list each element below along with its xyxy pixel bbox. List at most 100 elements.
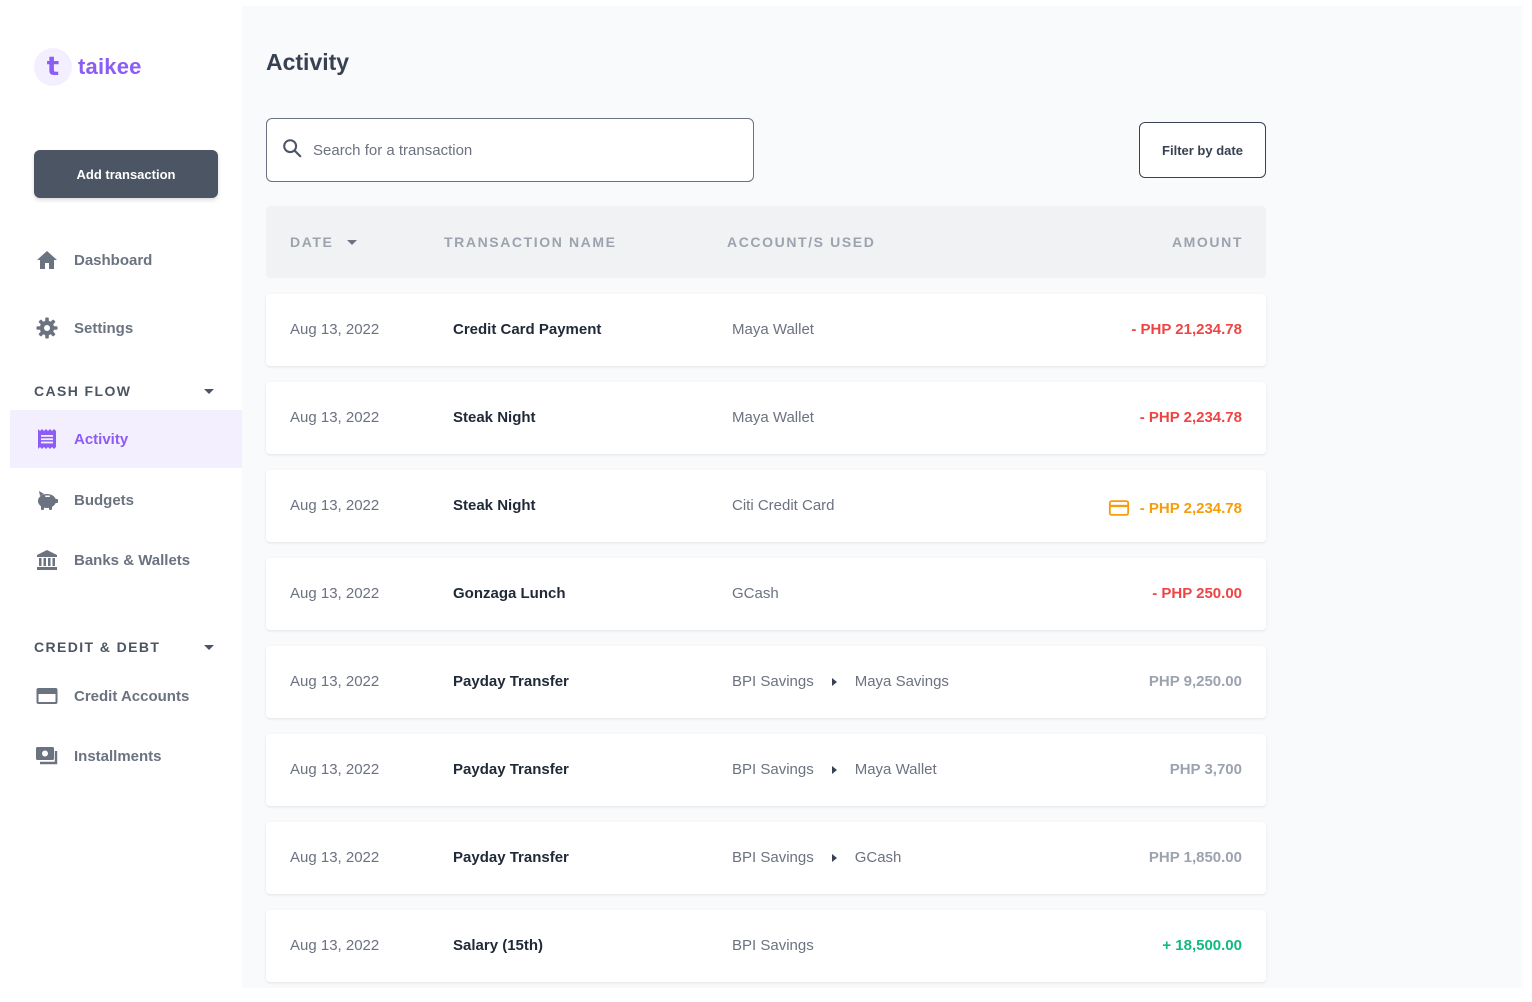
amount-value: PHP 9,250.00 (1148, 673, 1242, 690)
credit-card-icon (34, 683, 60, 709)
table-row[interactable]: Aug 13, 2022 Gonzaga Lunch GCash - PHP 250.… (266, 558, 1266, 630)
transaction-amount: - PHP 21,234.78 (1131, 321, 1242, 338)
accounts-used: BPI Savings GCash (732, 849, 901, 866)
transaction-date: Aug 13, 2022 (290, 937, 380, 954)
transaction-amount: - PHP 2,234.78 (1140, 409, 1242, 426)
amount-value: - PHP 21,234.78 (1131, 321, 1242, 338)
transaction-name: Steak Night (453, 497, 536, 514)
transaction-amount: PHP 3,700 (1170, 761, 1242, 778)
chevron-down-icon (204, 644, 214, 650)
header-name-label: TRANSACTION NAME (444, 234, 617, 250)
transaction-name: Gonzaga Lunch (453, 585, 566, 602)
account-from: BPI Savings (732, 673, 814, 690)
accounts-used: GCash (732, 585, 779, 602)
header-amount-label: AMOUNT (1171, 234, 1243, 250)
transaction-date: Aug 13, 2022 (290, 673, 380, 690)
sidebar-item-activity[interactable]: Activity (10, 410, 242, 468)
main-content: Activity Filter by date DATE TRANSACTION… (242, 6, 1522, 988)
sidebar-item-label: Installments (74, 747, 162, 765)
transaction-date: Aug 13, 2022 (290, 761, 380, 778)
piggy-bank-icon (34, 487, 60, 513)
sidebar-item-credit-accounts[interactable]: Credit Accounts (10, 667, 242, 725)
transaction-date: Aug 13, 2022 (290, 321, 380, 338)
transaction-date: Aug 13, 2022 (290, 849, 380, 866)
chevron-down-icon (204, 388, 214, 394)
transaction-date: Aug 13, 2022 (290, 585, 380, 602)
transaction-name: Steak Night (453, 409, 536, 426)
sidebar-item-budgets[interactable]: Budgets (10, 471, 242, 529)
sidebar-item-label: Budgets (74, 491, 134, 509)
accounts-used: Maya Wallet (732, 321, 814, 338)
transaction-date: Aug 13, 2022 (290, 409, 380, 426)
header-accounts-label: ACCOUNT/S USED (727, 234, 876, 250)
header-amount[interactable]: AMOUNT (1172, 234, 1243, 250)
sort-down-icon (347, 239, 358, 245)
sidebar-item-label: Activity (74, 430, 129, 448)
gear-icon (34, 315, 60, 341)
accounts-used: BPI Savings (732, 937, 814, 954)
sidebar: t taikee Add transaction Dashboard (10, 6, 242, 988)
arrow-right-icon (831, 853, 837, 862)
cash-icon (34, 743, 60, 769)
transaction-name: Salary (15th) (453, 937, 544, 954)
section-title: CASH FLOW (34, 383, 132, 399)
filter-by-date-button[interactable]: Filter by date (1139, 122, 1266, 178)
sidebar-item-label: Banks & Wallets (74, 551, 191, 569)
table-row[interactable]: Aug 13, 2022 Payday Transfer BPI Savings GC… (266, 822, 1266, 894)
account-to: GCash (854, 849, 902, 866)
account-to: Maya Savings (854, 673, 949, 690)
table-row[interactable]: Aug 13, 2022 Steak Night Maya Wallet - PHP … (266, 382, 1266, 454)
amount-value: - PHP 2,234.78 (1139, 499, 1242, 517)
amount-value: + 18,500.00 (1162, 937, 1242, 954)
add-transaction-button[interactable]: Add transaction (34, 150, 218, 198)
arrow-right-icon (831, 765, 837, 774)
header-date-label: DATE (290, 234, 334, 250)
header-transaction-name[interactable]: TRANSACTION NAME (444, 234, 617, 250)
table-header: DATE TRANSACTION NAME ACCOUNT/S USED AMO… (266, 206, 1266, 278)
transaction-amount: PHP 9,250.00 (1149, 673, 1242, 690)
credit-card-icon (1108, 497, 1130, 519)
transaction-name: Payday Transfer (453, 761, 569, 778)
search-box[interactable] (266, 118, 754, 182)
sidebar-item-label: Credit Accounts (74, 687, 190, 705)
sidebar-item-dashboard[interactable]: Dashboard (10, 231, 242, 289)
brand-name: taikee (78, 54, 142, 79)
table-row[interactable]: Aug 13, 2022 Salary (15th) BPI Savings + 18… (266, 910, 1266, 982)
table-row[interactable]: Aug 13, 2022 Payday Transfer BPI Savings Ma… (266, 646, 1266, 718)
table-row[interactable]: Aug 13, 2022 Steak Night Citi Credit Card -… (266, 470, 1266, 542)
search-icon (281, 137, 303, 164)
table-row[interactable]: Aug 13, 2022 Payday Transfer BPI Savings Ma… (266, 734, 1266, 806)
arrow-right-icon (831, 677, 837, 686)
section-cash-flow[interactable]: CASH FLOW (34, 381, 218, 401)
app-window: t taikee Add transaction Dashboard (10, 6, 1522, 988)
sidebar-item-installments[interactable]: Installments (10, 727, 242, 785)
header-date[interactable]: DATE (290, 234, 361, 250)
transaction-amount: PHP 1,850.00 (1149, 849, 1242, 866)
transaction-amount: - PHP 250.00 (1152, 585, 1242, 602)
section-title: CREDIT & DEBT (34, 639, 161, 655)
page-title: Activity (266, 49, 350, 75)
home-icon (34, 247, 60, 273)
amount-value: PHP 3,700 (1169, 761, 1242, 778)
transaction-amount: + 18,500.00 (1162, 937, 1242, 954)
transaction-amount: - PHP 2,234.78 (1108, 497, 1242, 519)
bank-icon (34, 547, 60, 573)
account-from: GCash (732, 585, 779, 602)
sidebar-item-label: Settings (74, 319, 134, 337)
accounts-used: BPI Savings Maya Savings (732, 673, 949, 690)
sidebar-item-banks-wallets[interactable]: Banks & Wallets (10, 531, 242, 589)
amount-value: - PHP 2,234.78 (1139, 409, 1242, 426)
search-input[interactable] (313, 119, 753, 181)
amount-value: - PHP 250.00 (1152, 585, 1242, 602)
transaction-date: Aug 13, 2022 (290, 497, 380, 514)
sidebar-item-settings[interactable]: Settings (10, 299, 242, 357)
logo-icon: t (34, 48, 72, 86)
logo[interactable]: t taikee (34, 48, 142, 86)
transaction-name: Payday Transfer (453, 673, 569, 690)
transaction-name: Credit Card Payment (453, 321, 602, 338)
receipt-icon (34, 426, 60, 452)
header-accounts[interactable]: ACCOUNT/S USED (727, 234, 875, 250)
table-row[interactable]: Aug 13, 2022 Credit Card Payment Maya Wall… (266, 294, 1266, 366)
section-credit-debt[interactable]: CREDIT & DEBT (34, 637, 218, 657)
amount-value: PHP 1,850.00 (1148, 849, 1242, 866)
